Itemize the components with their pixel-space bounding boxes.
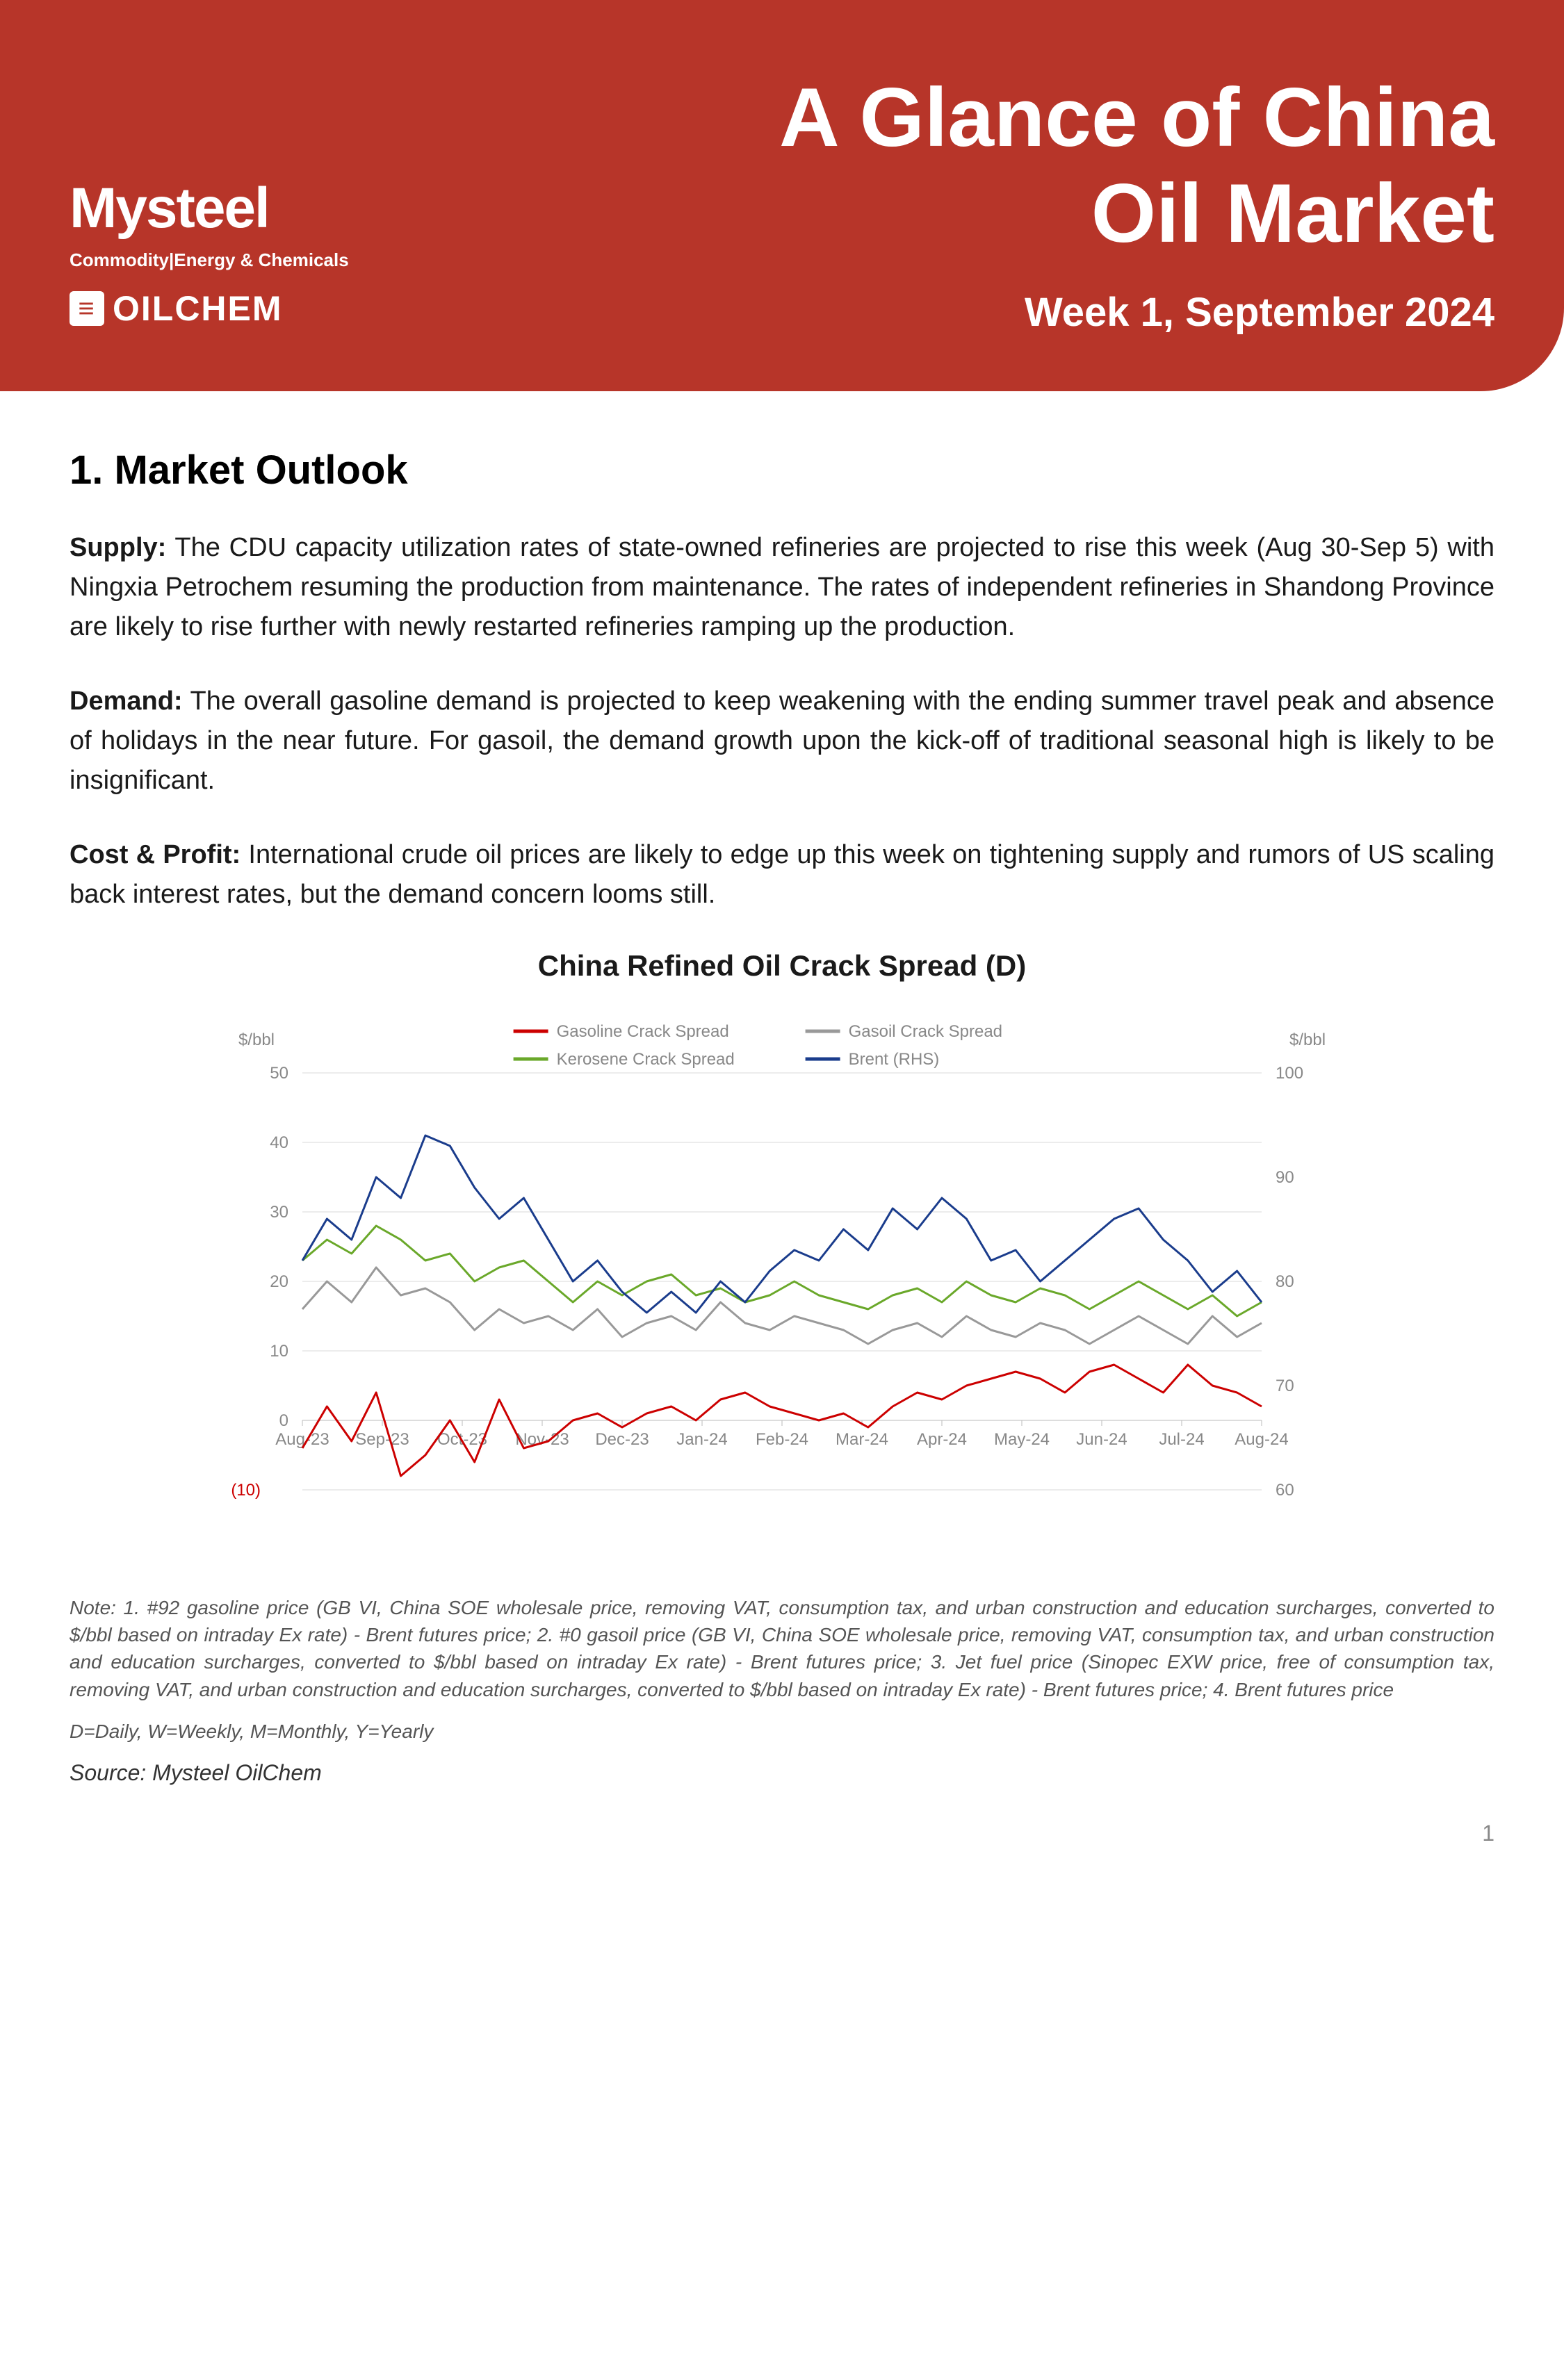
title-line-1: A Glance of China bbox=[779, 71, 1494, 164]
crack-spread-chart: $/bbl $/bbl Gasoline Crack Spread Gasoil Cr… bbox=[191, 1003, 1373, 1573]
logo-block: Mysteel Commodity|Energy & Chemicals ≡ O… bbox=[70, 180, 349, 329]
supply-label: Supply: bbox=[70, 533, 166, 562]
logo-oilchem-text: OILCHEM bbox=[113, 288, 283, 329]
supply-paragraph: Supply: The CDU capacity utilization rat… bbox=[70, 528, 1494, 647]
svg-text:Jul-24: Jul-24 bbox=[1159, 1430, 1204, 1449]
svg-text:100: 100 bbox=[1276, 1064, 1303, 1083]
svg-text:Kerosene Crack Spread: Kerosene Crack Spread bbox=[557, 1050, 735, 1069]
frequency-legend: D=Daily, W=Weekly, M=Monthly, Y=Yearly bbox=[70, 1721, 1494, 1743]
svg-text:10: 10 bbox=[270, 1342, 288, 1361]
svg-text:70: 70 bbox=[1276, 1377, 1294, 1395]
cost-text: International crude oil prices are likel… bbox=[70, 840, 1494, 909]
cost-paragraph: Cost & Profit: International crude oil p… bbox=[70, 835, 1494, 914]
svg-text:90: 90 bbox=[1276, 1168, 1294, 1187]
svg-text:60: 60 bbox=[1276, 1481, 1294, 1500]
svg-text:Jun-24: Jun-24 bbox=[1076, 1430, 1127, 1449]
chart-title: China Refined Oil Crack Spread (D) bbox=[191, 949, 1373, 983]
demand-label: Demand: bbox=[70, 687, 183, 716]
svg-text:May-24: May-24 bbox=[994, 1430, 1050, 1449]
svg-text:30: 30 bbox=[270, 1203, 288, 1222]
svg-text:Mar-24: Mar-24 bbox=[836, 1430, 888, 1449]
chart-note: Note: 1. #92 gasoline price (GB VI, Chin… bbox=[70, 1594, 1494, 1703]
cost-label: Cost & Profit: bbox=[70, 840, 241, 869]
report-header: Mysteel Commodity|Energy & Chemicals ≡ O… bbox=[0, 0, 1564, 391]
svg-text:50: 50 bbox=[270, 1064, 288, 1083]
chart-container: China Refined Oil Crack Spread (D) $/bbl… bbox=[191, 949, 1373, 1573]
svg-text:Apr-24: Apr-24 bbox=[917, 1430, 967, 1449]
oilchem-icon: ≡ bbox=[70, 291, 104, 326]
svg-text:(10): (10) bbox=[231, 1481, 261, 1500]
svg-text:Brent (RHS): Brent (RHS) bbox=[849, 1050, 940, 1069]
svg-text:Gasoline Crack Spread: Gasoline Crack Spread bbox=[557, 1022, 729, 1041]
svg-text:Dec-23: Dec-23 bbox=[595, 1430, 649, 1449]
page-number: 1 bbox=[0, 1814, 1564, 1874]
svg-text:Aug-23: Aug-23 bbox=[275, 1430, 329, 1449]
svg-text:Feb-24: Feb-24 bbox=[756, 1430, 808, 1449]
title-line-2: Oil Market bbox=[1091, 167, 1494, 260]
svg-text:Jan-24: Jan-24 bbox=[676, 1430, 727, 1449]
svg-text:$/bbl: $/bbl bbox=[1289, 1031, 1326, 1049]
chart-source: Source: Mysteel OilChem bbox=[70, 1760, 1494, 1786]
svg-text:$/bbl: $/bbl bbox=[238, 1031, 275, 1049]
svg-text:Sep-23: Sep-23 bbox=[355, 1430, 409, 1449]
logo-mysteel: Mysteel bbox=[70, 180, 349, 237]
supply-text: The CDU capacity utilization rates of st… bbox=[70, 533, 1494, 641]
svg-text:0: 0 bbox=[279, 1411, 288, 1430]
logo-oilchem: ≡ OILCHEM bbox=[70, 288, 349, 329]
svg-text:20: 20 bbox=[270, 1272, 288, 1291]
section-heading: 1. Market Outlook bbox=[70, 447, 1494, 493]
svg-text:40: 40 bbox=[270, 1133, 288, 1152]
svg-text:Gasoil Crack Spread: Gasoil Crack Spread bbox=[849, 1022, 1002, 1041]
logo-tagline: Commodity|Energy & Chemicals bbox=[70, 249, 349, 271]
content-area: 1. Market Outlook Supply: The CDU capaci… bbox=[0, 391, 1564, 1814]
svg-text:Aug-24: Aug-24 bbox=[1235, 1430, 1288, 1449]
demand-text: The overall gasoline demand is projected… bbox=[70, 687, 1494, 795]
demand-paragraph: Demand: The overall gasoline demand is p… bbox=[70, 682, 1494, 801]
svg-text:80: 80 bbox=[1276, 1272, 1294, 1291]
